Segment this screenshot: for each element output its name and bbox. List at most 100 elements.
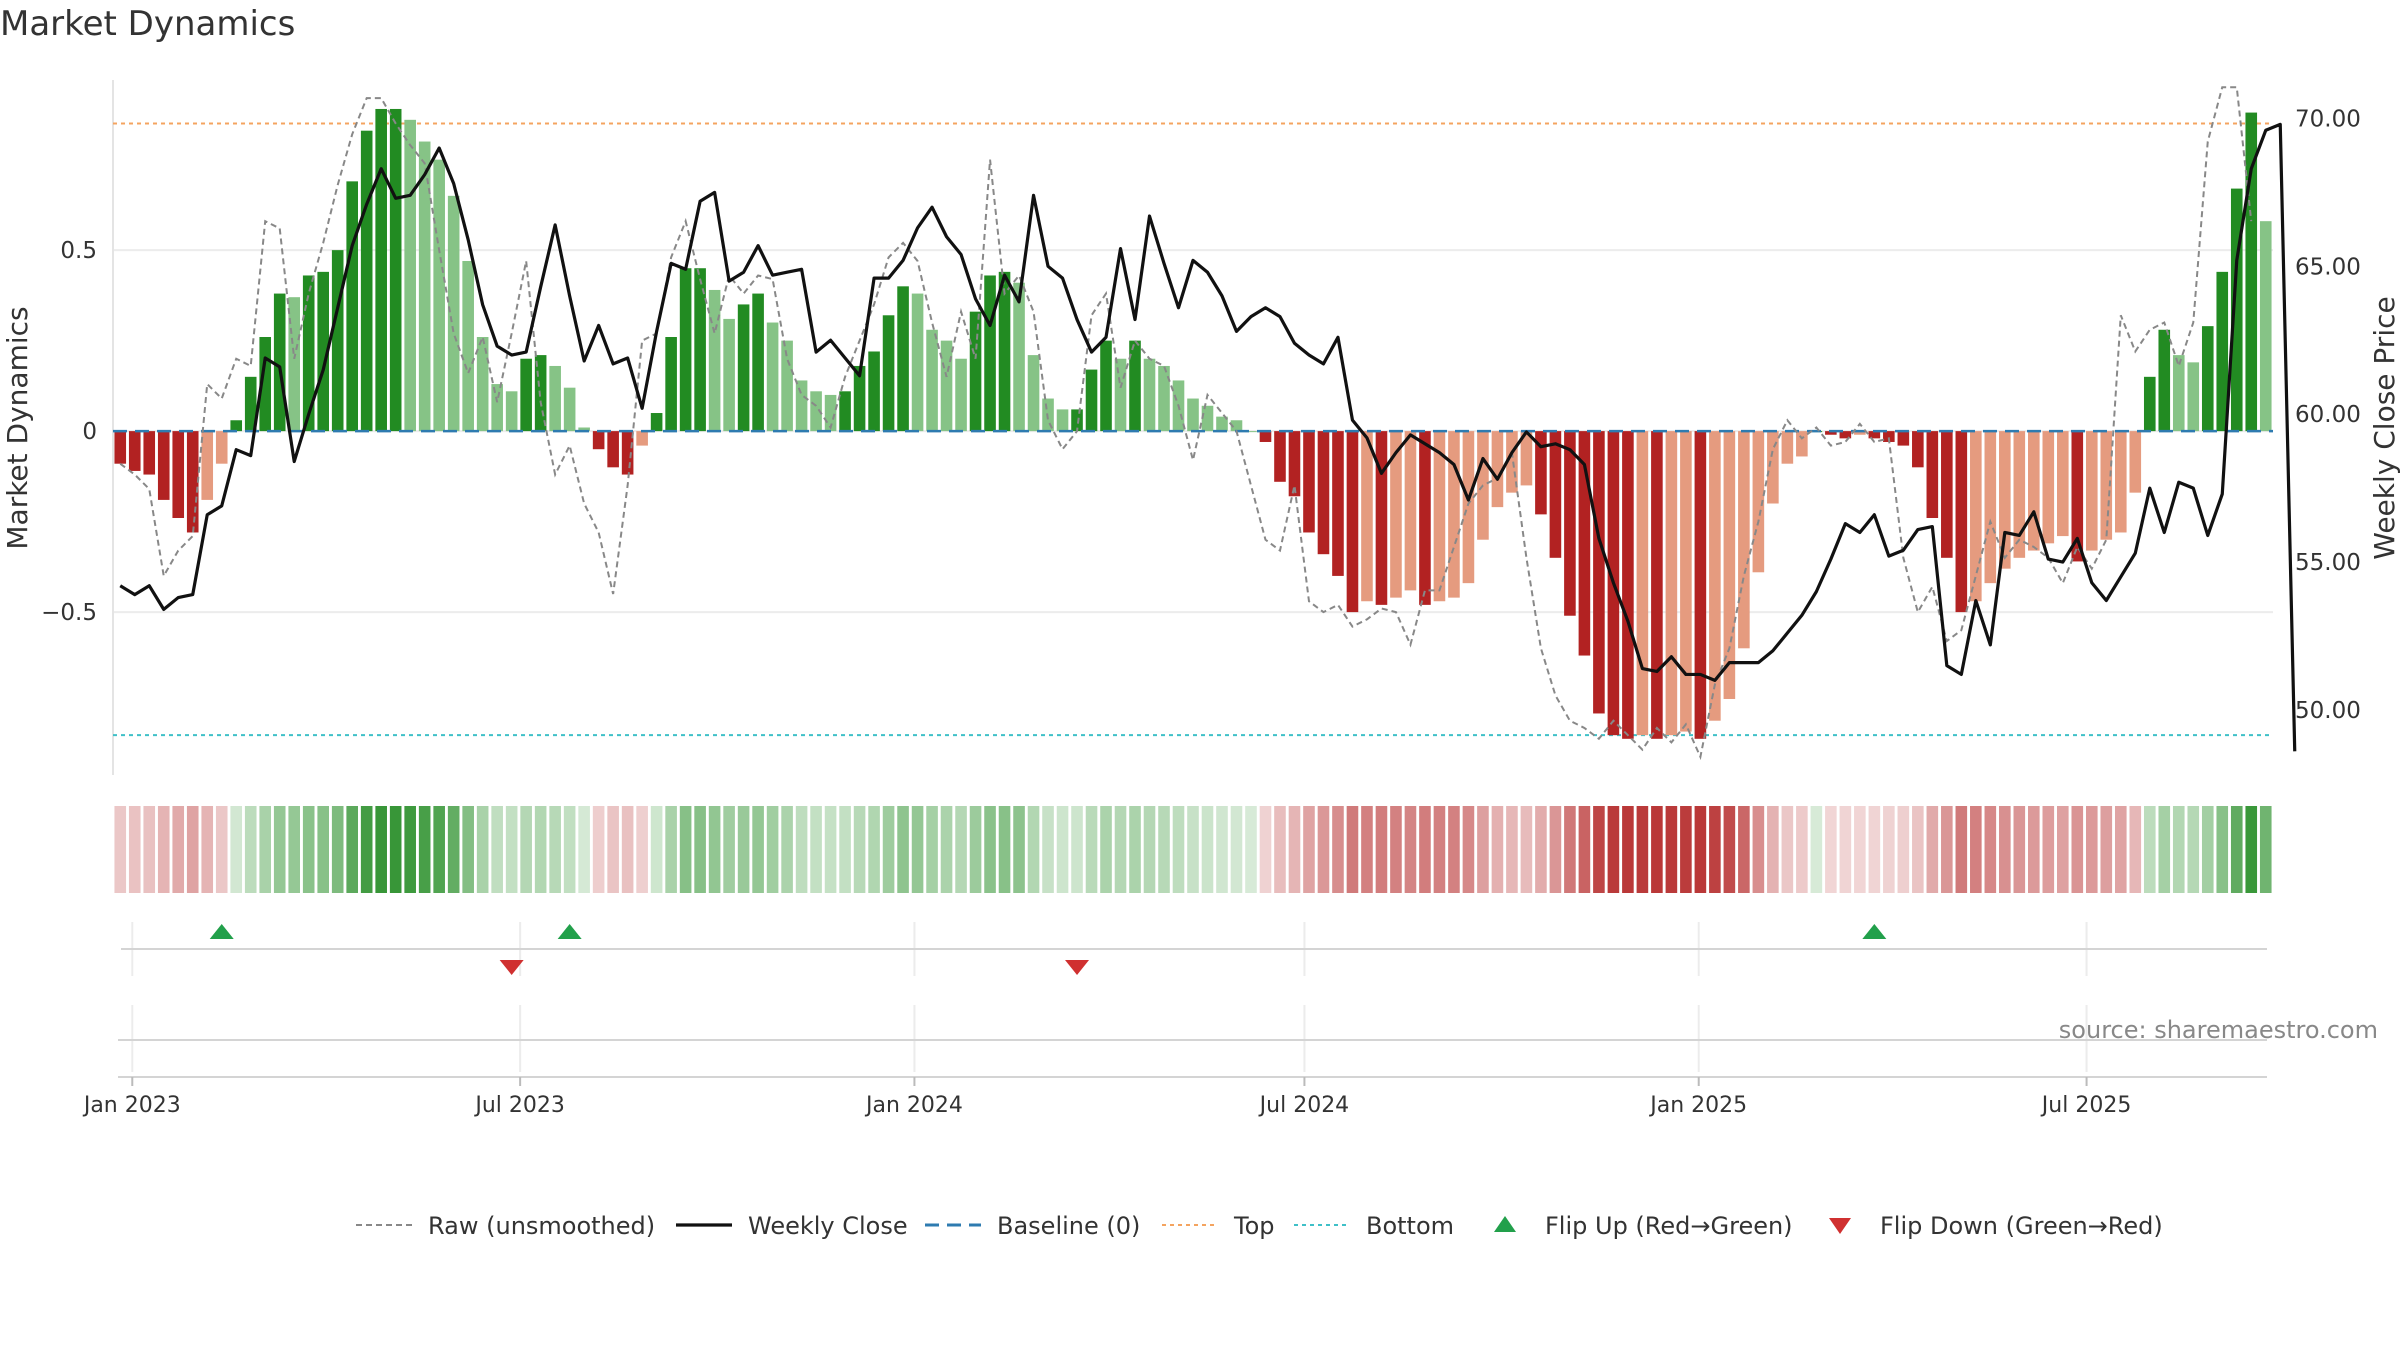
- heat-strip-cell: [636, 806, 648, 893]
- dynamics-bar: [201, 431, 214, 500]
- dynamics-bar: [1868, 431, 1881, 439]
- heat-strip-cell: [926, 806, 938, 893]
- dynamics-bar: [607, 431, 619, 468]
- heat-strip-cell: [1781, 806, 1794, 893]
- dynamics-bar: [795, 380, 808, 432]
- dynamics-bar: [1346, 431, 1359, 613]
- heat-strip-cell: [810, 806, 822, 893]
- heat-strip-cell: [1723, 806, 1736, 893]
- flip-up-marker: [557, 924, 582, 939]
- dynamics-bar: [853, 365, 866, 432]
- heat-strip-cell: [766, 806, 779, 893]
- heat-strip-cell: [2085, 806, 2098, 893]
- heat-strip-cell: [2129, 806, 2142, 893]
- heat-strip-cell: [302, 806, 315, 893]
- heat-strip-cell: [1636, 806, 1649, 893]
- heat-strip-cell: [1085, 806, 1098, 893]
- dynamics-bar: [1564, 431, 1576, 616]
- x-tick-label: Jul 2025: [2040, 1093, 2132, 1118]
- dynamics-bar: [1651, 431, 1663, 739]
- heat-strip-cell: [969, 806, 982, 893]
- dynamics-bar: [679, 268, 692, 432]
- heat-strip-cell: [1462, 806, 1475, 893]
- heat-strip-cell: [824, 806, 837, 893]
- heat-strip-cell: [186, 806, 199, 893]
- heat-strip-cell: [1506, 806, 1518, 893]
- dynamics-bar: [1375, 431, 1388, 605]
- dynamics-bar: [911, 293, 924, 432]
- dynamics-bar: [1520, 431, 1533, 486]
- heat-strip-cell: [2245, 806, 2258, 893]
- heat-strip-cell: [230, 806, 243, 893]
- heat-strip-cell: [1056, 806, 1069, 893]
- dynamics-bar: [259, 337, 272, 432]
- right-tick-label: 60.00: [2295, 402, 2361, 428]
- heat-strip-cell: [2042, 806, 2055, 893]
- heat-strip-cell: [1941, 806, 1953, 893]
- heat-strip-cell: [1216, 806, 1228, 893]
- dynamics-bar: [215, 431, 228, 464]
- heat-strip-cell: [201, 806, 214, 893]
- dynamics-bar: [1071, 409, 1083, 432]
- dynamics-bar: [1883, 431, 1895, 442]
- dynamics-bar: [128, 431, 141, 471]
- heat-strip-cell: [1665, 806, 1678, 893]
- heat-strip-cell: [259, 806, 272, 893]
- dynamics-bar: [969, 311, 982, 432]
- dynamics-bar: [114, 431, 127, 464]
- dynamics-bar: [2013, 431, 2026, 558]
- dynamics-bar: [1390, 431, 1402, 598]
- dynamics-bar: [868, 351, 880, 432]
- heat-strip-cell: [1230, 806, 1243, 893]
- heat-strip-cell: [1883, 806, 1895, 893]
- dynamics-bar: [1288, 431, 1301, 497]
- heat-strip-cell: [491, 806, 503, 893]
- heat-strip-cell: [534, 806, 547, 893]
- dynamics-bar: [1433, 431, 1446, 602]
- dynamics-bar: [273, 293, 286, 432]
- flip-up-marker: [1862, 924, 1887, 939]
- left-axis-title: Market Dynamics: [1, 306, 34, 549]
- heat-strip-cell: [563, 806, 576, 893]
- heat-strip-cell: [1796, 806, 1808, 893]
- dynamics-bar: [1027, 355, 1040, 432]
- dynamics-bar: [1955, 431, 1968, 613]
- dynamics-bar: [491, 384, 503, 432]
- heat-strip-cell: [795, 806, 808, 893]
- dynamics-bar: [505, 391, 518, 432]
- heat-strip-cell: [505, 806, 518, 893]
- dynamics-bar: [360, 130, 373, 432]
- heat-strip-cell: [1187, 806, 1199, 893]
- heat-strip-cell: [1114, 806, 1127, 893]
- dynamics-bar: [1535, 431, 1547, 515]
- heat-strip-cell: [998, 806, 1011, 893]
- dynamics-bar: [1274, 431, 1286, 482]
- heat-strip-cell: [1897, 806, 1910, 893]
- heat-strip-cell: [1767, 806, 1779, 893]
- heat-strip-cell: [418, 806, 431, 893]
- heat-strip-cell: [1346, 806, 1359, 893]
- dynamics-bar: [172, 431, 185, 518]
- dynamics-bar: [433, 159, 445, 432]
- heat-strip-cell: [1419, 806, 1431, 893]
- dynamics-bar: [737, 304, 750, 432]
- legend-icon-red-down-triangle: [1829, 1218, 1851, 1234]
- dynamics-bar: [1665, 431, 1678, 736]
- dynamics-bar: [2187, 362, 2200, 432]
- dynamics-bar: [288, 297, 301, 432]
- heat-strip-cell: [389, 806, 402, 893]
- dynamics-bar: [1738, 431, 1750, 649]
- heat-strip-cell: [2114, 806, 2127, 893]
- heat-strip-cell: [1520, 806, 1533, 893]
- dynamics-bar: [940, 340, 953, 432]
- x-tick-label: Jan 2023: [82, 1093, 181, 1118]
- heat-strip-cell: [1868, 806, 1881, 893]
- heat-strip-cell: [1129, 806, 1141, 893]
- dynamics-bar: [1332, 431, 1344, 576]
- x-tick-label: Jul 2024: [1258, 1093, 1350, 1118]
- heat-strip-cell: [723, 806, 735, 893]
- heat-strip-cell: [853, 806, 866, 893]
- heat-strip-cell: [2172, 806, 2185, 893]
